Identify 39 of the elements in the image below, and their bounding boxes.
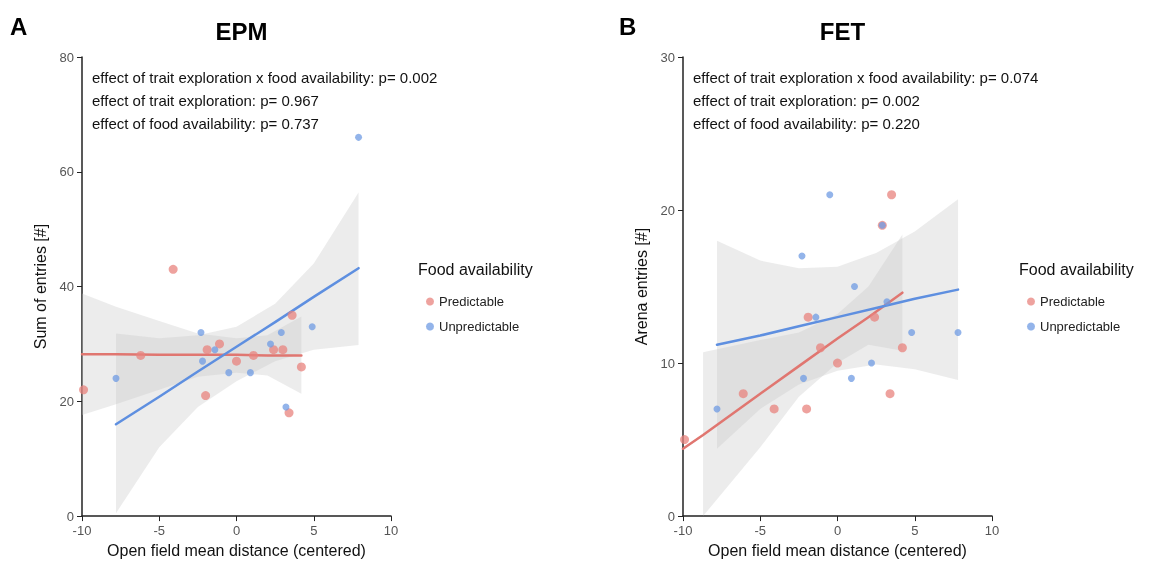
x-tick-label: 10 [383,523,399,539]
y-axis-title: Sum of entries [#] [32,223,50,350]
annotation: effect of trait exploration: p= 0.002 [693,92,920,109]
x-tick-label: -10 [72,523,92,539]
y-tick-label: 30 [660,49,675,65]
text: B [619,12,637,40]
chart-title: FET [819,17,866,45]
legend-label: Predictable [1040,294,1106,309]
chart-title: EPM [215,17,268,45]
x-tick-label: 5 [310,523,318,539]
y-tick-label: 80 [59,49,74,65]
legend-label: Unpredictable [439,319,520,334]
x-tick-label: 0 [232,523,241,539]
x-axis-title: Open field mean distance (centered) [708,541,967,559]
legend-title: Food availability [418,260,533,278]
text: A [10,12,28,40]
x-tick-label: 10 [984,523,1000,539]
annotation: effect of trait exploration x food availability: p= 0.074 [693,69,1039,86]
y-tick-label: 20 [660,202,675,218]
legend-title: Food availability [1019,260,1134,278]
annotation: effect of food availability: p= 0.737 [92,115,319,132]
y-tick-label: 0 [667,508,675,524]
y-axis-title: Arena entries [#] [633,227,651,346]
y-tick-label: 0 [66,508,74,524]
x-tick-label: -5 [153,523,166,539]
x-axis-title: Open field mean distance (centered) [107,541,366,559]
x-tick-label: 0 [833,523,842,539]
y-tick-label: 10 [660,355,675,371]
legend-label: Unpredictable [1040,319,1121,334]
annotation: effect of food availability: p= 0.220 [693,115,920,132]
x-tick-label: -10 [673,523,693,539]
annotation: effect of trait exploration x food availability: p= 0.002 [92,69,438,86]
legend-label: Predictable [439,294,505,309]
y-tick-label: 40 [59,279,74,295]
x-tick-label: -5 [754,523,767,539]
annotation: effect of trait exploration: p= 0.967 [92,92,319,109]
y-tick-label: 20 [59,393,74,409]
y-tick-label: 60 [59,164,74,180]
x-tick-label: 5 [911,523,919,539]
